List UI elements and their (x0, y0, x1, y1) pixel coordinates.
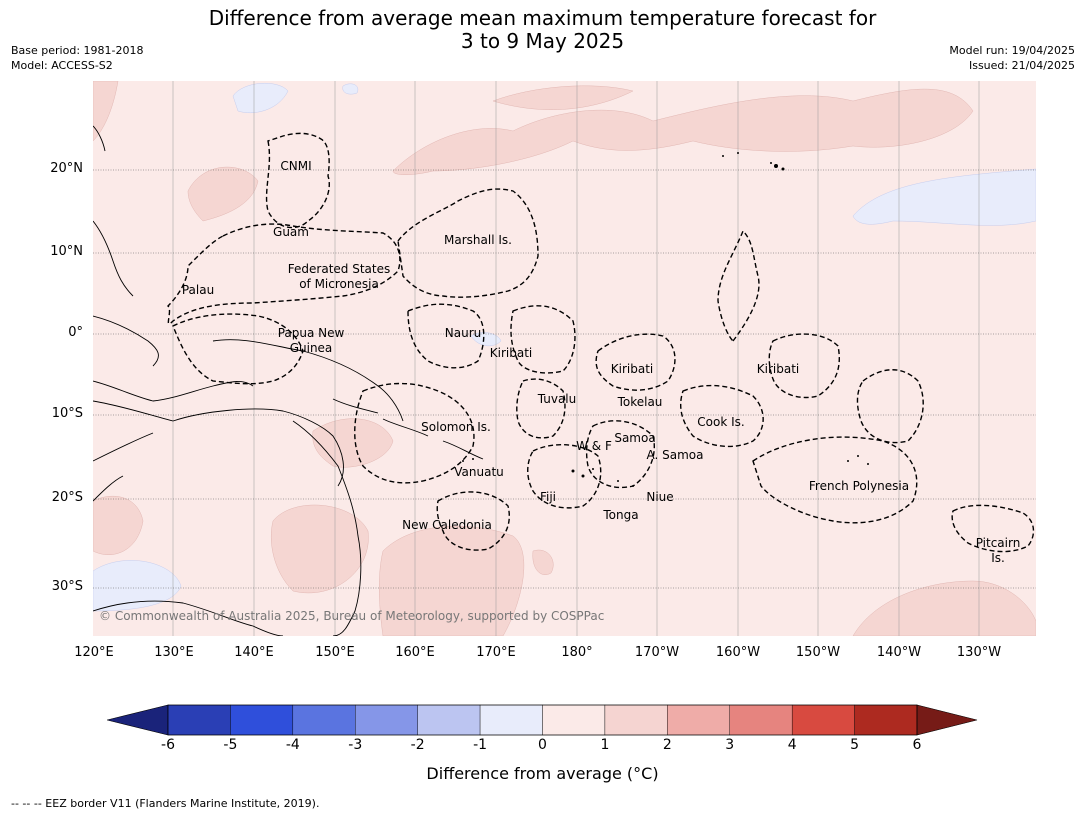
region-label-tokelau: Tokelau (617, 395, 663, 409)
region-label-fiji: Fiji (539, 490, 557, 504)
region-label-samoa: Samoa (614, 431, 656, 445)
region-label-wf: W & F (576, 439, 612, 453)
lon-label-160w: 160°W (715, 645, 761, 660)
region-label-french-polynesia: French Polynesia (808, 479, 910, 493)
region-label-pitcairn-1: Pitcairn (975, 536, 1021, 550)
colorbar-cell (854, 704, 918, 736)
colorbar-tick-label: -4 (285, 737, 300, 753)
lat-label-10n: 10°N (50, 244, 83, 259)
colorbar-tick-label: -2 (410, 737, 425, 753)
colorbar-cell (729, 704, 793, 736)
title-line-1: Difference from average mean maximum tem… (208, 6, 877, 30)
colorbar-cell (230, 704, 294, 736)
colorbar-cell (667, 704, 730, 736)
region-label-tuvalu: Tuvalu (537, 392, 577, 406)
colorbar-tick-label: 3 (725, 737, 735, 753)
lat-label-10s: 10°S (51, 406, 83, 421)
base-anomaly-fill (93, 81, 1036, 636)
colorbar-frame (167, 704, 918, 736)
region-label-fsm-1: Federated States (287, 262, 391, 276)
lon-label-170e: 170°E (476, 645, 516, 660)
footnote: -- -- -- EEZ border V11 (Flanders Marine… (11, 797, 320, 810)
colorbar-tick-label: -5 (223, 737, 238, 753)
colorbar-cell (542, 704, 606, 736)
region-label-kiribati-c: Kiribati (610, 362, 654, 376)
region-label-palau: Palau (181, 283, 215, 297)
region-label-cook: Cook Is. (697, 415, 745, 429)
lon-label-130w: 130°W (956, 645, 1002, 660)
region-label-png-1: Papua New (277, 326, 345, 340)
model-run: Model run: 19/04/2025 (949, 44, 1075, 57)
colorbar-cell (791, 704, 855, 736)
region-label-png-2: Guinea (289, 341, 333, 355)
colorbar-extend-low (107, 704, 169, 736)
colorbar-cell (479, 704, 543, 736)
colorbar-tick-label: 5 (850, 737, 860, 753)
meta-right: Model run: 19/04/2025 Issued: 21/04/2025 (949, 43, 1075, 73)
colorbar-tick-label: -6 (161, 737, 175, 753)
colorbar-extend-high (916, 704, 978, 736)
lon-label-130e: 130°E (154, 645, 194, 660)
model-name: Model: ACCESS-S2 (11, 59, 113, 72)
islands (462, 152, 869, 487)
colorbar-tick-label: 2 (662, 737, 672, 753)
region-label-kiribati-e: Kiribati (756, 362, 800, 376)
region-label-tonga: Tonga (603, 508, 639, 522)
lon-label-180: 180° (561, 645, 593, 660)
lat-label-20n: 20°N (50, 161, 83, 176)
map-svg (93, 81, 1036, 636)
title-line-2: 3 to 9 May 2025 (460, 29, 625, 53)
region-label-cnmi: CNMI (280, 159, 312, 173)
graticule-lines (172, 81, 980, 636)
map-panel (93, 81, 1036, 636)
region-label-guam: Guam (273, 225, 309, 239)
map-title: Difference from average mean maximum tem… (0, 7, 1085, 53)
lon-label-140w: 140°W (876, 645, 922, 660)
lon-label-120e: 120°E (74, 645, 114, 660)
region-label-niue: Niue (646, 490, 674, 504)
colorbar-tick-label: 0 (538, 737, 547, 753)
coastlines (93, 125, 484, 636)
region-label-vanuatu: Vanuatu (454, 465, 504, 479)
lon-label-150e: 150°E (315, 645, 355, 660)
colorbar-cell (604, 704, 668, 736)
region-label-marshall: Marshall Is. (444, 233, 512, 247)
colorbar-tick-label: -1 (473, 737, 488, 753)
colorbar-tick-label: 4 (787, 737, 797, 753)
colorbar-tick-label: 1 (600, 737, 610, 753)
colorbar-tick-label: 6 (912, 737, 922, 753)
region-label-asamoa: A. Samoa (646, 448, 704, 462)
copyright-notice: © Commonwealth of Australia 2025, Bureau… (99, 609, 605, 623)
lon-label-160e: 160°E (395, 645, 435, 660)
base-period: Base period: 1981-2018 (11, 44, 144, 57)
colorbar-cell (355, 704, 418, 736)
colorbar (107, 704, 978, 736)
region-label-pitcairn-2: Is. (991, 551, 1005, 565)
colorbar-cell (292, 704, 356, 736)
lon-label-150w: 150°W (795, 645, 841, 660)
colorbar-tick-label: -3 (348, 737, 363, 753)
meta-left: Base period: 1981-2018 Model: ACCESS-S2 (11, 43, 143, 73)
colorbar-cells (167, 704, 918, 736)
latitude-lines (93, 169, 1036, 589)
region-label-solomon: Solomon Is. (421, 420, 491, 434)
lon-label-140e: 140°E (234, 645, 274, 660)
anomaly-1-2-areas (93, 81, 1036, 636)
lat-label-20s: 20°S (51, 490, 83, 505)
lon-label-170w: 170°W (634, 645, 680, 660)
region-label-kiribati-w: Kiribati (489, 346, 533, 360)
colorbar-label: Difference from average (°C) (426, 764, 659, 783)
issued-date: Issued: 21/04/2025 (968, 59, 1075, 72)
lat-label-30s: 30°S (51, 579, 83, 594)
region-label-fsm-2: of Micronesia (299, 277, 379, 291)
lat-label-0: 0° (68, 325, 83, 340)
colorbar-cell (167, 704, 231, 736)
region-label-nauru: Nauru (444, 326, 482, 340)
region-label-new-caledonia: New Caledonia (402, 518, 492, 532)
colorbar-cell (417, 704, 481, 736)
eez-borders (167, 132, 1035, 553)
